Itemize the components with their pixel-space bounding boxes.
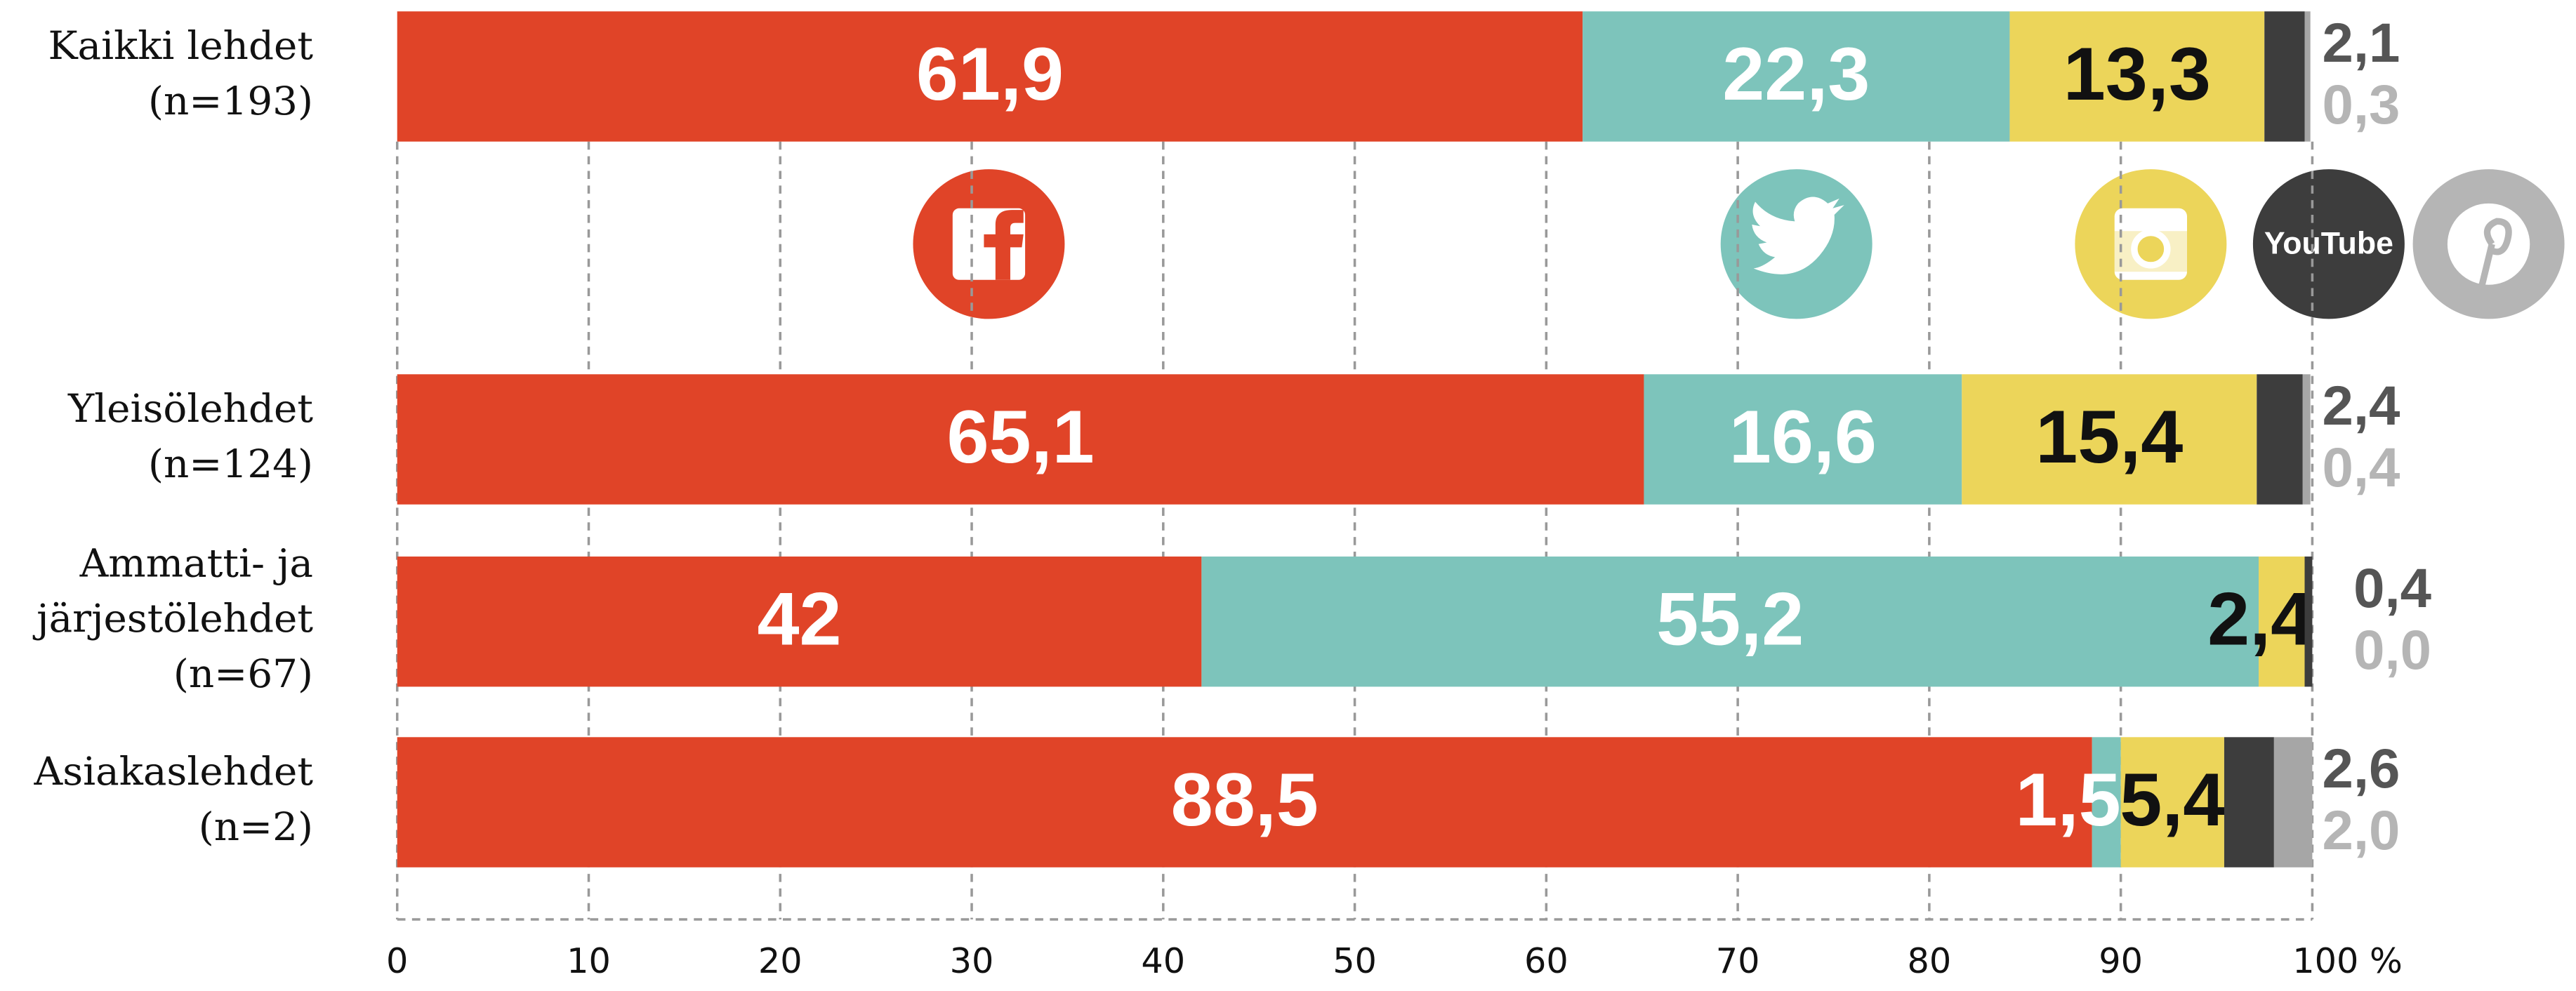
- x-tick-label: 10: [567, 941, 611, 981]
- bar-segment: [2257, 374, 2303, 505]
- bar-segment: [2224, 737, 2274, 867]
- x-tick-label: 30: [950, 941, 994, 981]
- bar-segment: [1201, 556, 2259, 687]
- category-label: Asiakaslehdet: [34, 749, 314, 794]
- side-value-label: 2,6: [2322, 738, 2400, 799]
- value-label: 88,5: [1171, 757, 1319, 841]
- x-tick-label: 50: [1333, 941, 1377, 981]
- youtube-text: YouTube: [2264, 227, 2393, 261]
- pinterest-p: [2478, 218, 2512, 286]
- bar-segment: [2259, 556, 2305, 687]
- category-label: (n=124): [148, 441, 313, 487]
- value-label: 2,4: [2207, 577, 2313, 660]
- x-tick-label: 0: [386, 941, 408, 981]
- value-label: 55,2: [1656, 577, 1804, 660]
- value-label: 42: [757, 577, 841, 660]
- bar-segment: [397, 11, 1583, 142]
- plot: 0 10 20 30 40 50 60 70 80 90 100 % Kaikki lehdet (n=…: [32, 11, 2431, 981]
- category-label: (n=193): [148, 79, 313, 124]
- x-tick-label: 70: [1716, 941, 1760, 981]
- bar-segment: [2273, 737, 2313, 867]
- value-label: 1,5: [2016, 757, 2121, 841]
- side-value-label: 2,0: [2322, 799, 2400, 861]
- bar-segment: [397, 374, 1644, 505]
- side-value-label: 0,4: [2322, 437, 2400, 498]
- x-tick-label: 20: [758, 941, 802, 981]
- value-label: 65,1: [947, 394, 1095, 478]
- bar-segment: [2092, 737, 2121, 867]
- side-value-label: 2,4: [2322, 375, 2400, 437]
- category-label: järjestölehdet: [32, 596, 313, 641]
- twitter-bird: [1752, 197, 1844, 274]
- category-label: (n=67): [173, 651, 313, 697]
- instagram-lens: [2131, 229, 2171, 269]
- legend-icons: YouTube: [913, 169, 2565, 319]
- side-value-label: 0,4: [2353, 557, 2431, 618]
- bar-segment: [2120, 737, 2224, 867]
- value-label: 61,9: [916, 32, 1064, 115]
- bar-segment: [2009, 11, 2265, 142]
- value-label: 16,6: [1729, 394, 1877, 478]
- bar-segment: [1644, 374, 1962, 505]
- youtube-icon: [2252, 169, 2405, 319]
- side-value-label: 0,3: [2322, 74, 2400, 135]
- bar-segment: [1962, 374, 2257, 505]
- bar-segment: [2264, 11, 2305, 142]
- value-label: 15,4: [2035, 394, 2183, 478]
- bar-segment: [397, 737, 2092, 867]
- value-label: 13,3: [2063, 32, 2211, 115]
- category-label: Kaikki lehdet: [48, 23, 313, 69]
- x-tick-label: 100 %: [2292, 941, 2403, 981]
- category-label: Yleisölehdet: [67, 386, 314, 432]
- x-tick-label: 80: [1908, 941, 1952, 981]
- value-label: 22,3: [1722, 32, 1870, 115]
- x-tick-label: 40: [1141, 941, 1185, 981]
- value-label: 5,4: [2120, 757, 2225, 841]
- bar-segment: [2304, 11, 2311, 142]
- side-value-label: 2,1: [2322, 12, 2400, 74]
- bar-segment: [2304, 556, 2313, 687]
- side-value-label: 0,0: [2353, 618, 2431, 680]
- facebook-f: [984, 210, 1024, 280]
- bar-segment: [397, 556, 1202, 687]
- category-label: (n=2): [199, 804, 313, 850]
- bar-segment: [1583, 11, 2010, 142]
- category-label: Ammatti- ja: [79, 541, 313, 587]
- x-tick-label: 60: [1524, 941, 1568, 981]
- x-tick-label: 90: [2099, 941, 2143, 981]
- bar-segment: [2302, 374, 2311, 505]
